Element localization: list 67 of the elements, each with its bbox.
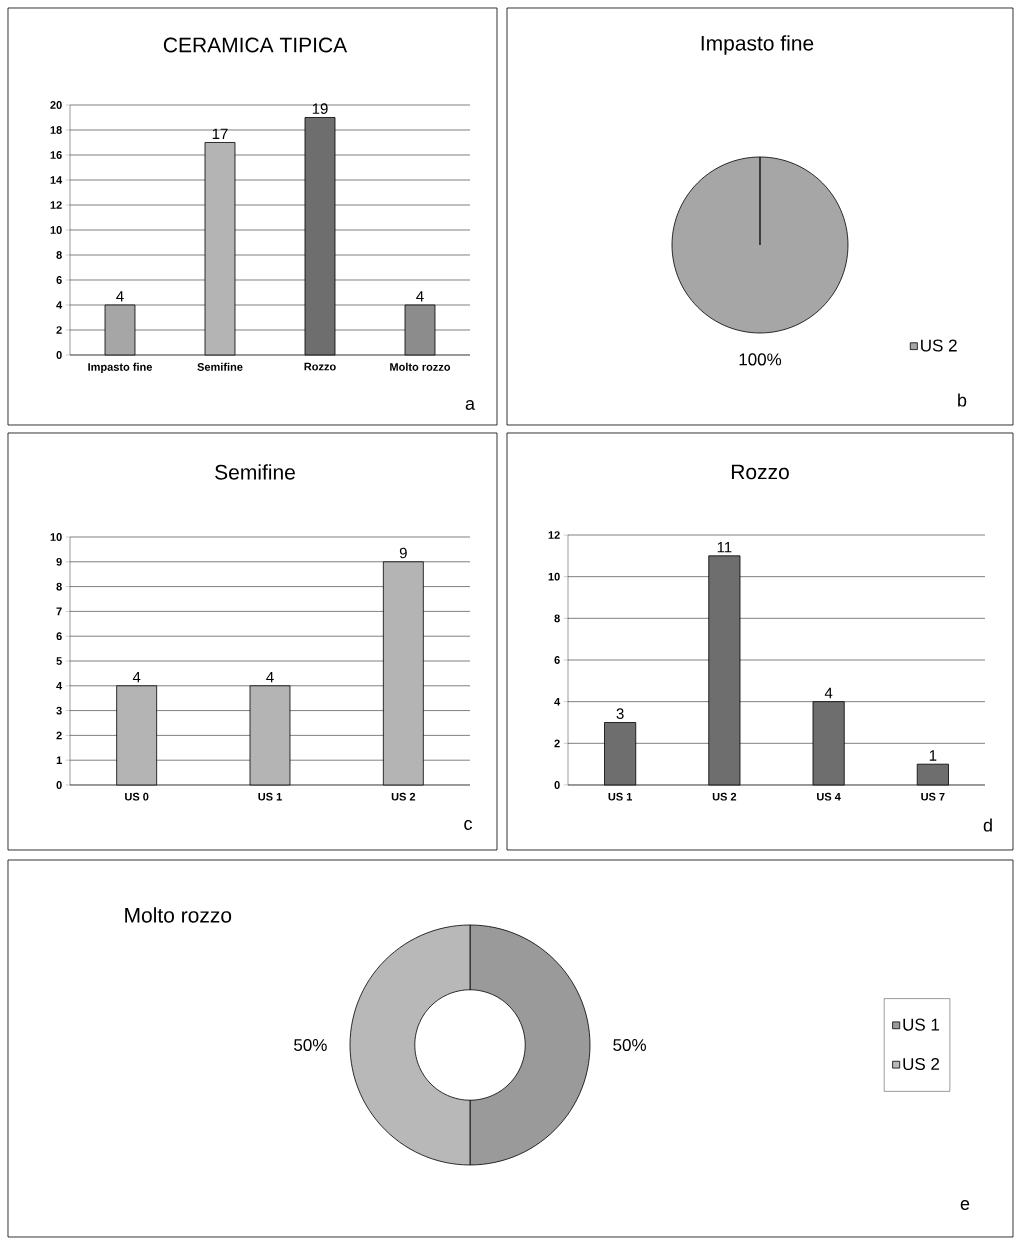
y-tick-label: 4 (56, 301, 63, 309)
data-label: 17 (212, 128, 228, 139)
x-tick-label: US 2 (391, 792, 416, 801)
y-tick-label: 14 (50, 176, 63, 184)
y-tick-label: 8 (554, 614, 560, 623)
data-label: 4 (824, 687, 833, 699)
y-tick-label: 0 (554, 781, 560, 789)
y-tick-label: 6 (56, 276, 62, 284)
data-label: 50% (294, 1038, 327, 1052)
data-label: 3 (616, 708, 624, 719)
text: d (983, 818, 992, 832)
x-tick-label: Impasto fine (88, 362, 153, 374)
y-tick-label: 6 (56, 632, 62, 641)
y-tick-label: 5 (56, 657, 62, 665)
y-tick-label: 8 (56, 582, 62, 591)
y-tick-label: 12 (548, 531, 560, 539)
data-label: 4 (132, 671, 141, 683)
y-tick-label: 1 (56, 756, 62, 764)
y-tick-label: 2 (56, 326, 62, 334)
x-tick-label: US 1 (608, 792, 633, 801)
y-tick-label: 2 (554, 739, 560, 748)
text: c (464, 820, 473, 830)
chart-title: Rozzo (731, 464, 789, 480)
x-tick-label: US 1 (258, 792, 282, 801)
x-tick-label: US 0 (125, 792, 149, 801)
y-tick-label: 4 (56, 682, 63, 690)
y-tick-label: 3 (56, 706, 62, 715)
data-label: 9 (399, 547, 407, 559)
data-label: 11 (717, 541, 732, 553)
y-tick-label: 10 (50, 226, 62, 234)
y-tick-label: 2 (56, 731, 62, 740)
y-tick-label: 9 (56, 557, 62, 566)
text: e (960, 1200, 970, 1210)
x-tick-label: US 4 (817, 792, 841, 801)
legend-label: US 2 (903, 1057, 940, 1071)
x-tick-label: US 7 (921, 792, 945, 801)
chart-title: Impasto fine (701, 35, 814, 55)
y-tick-label: 8 (56, 251, 62, 259)
y-tick-label: 0 (56, 781, 62, 789)
data-label: 100% (739, 353, 782, 366)
data-label: 4 (116, 291, 124, 302)
y-tick-label: 7 (56, 607, 62, 616)
legend-label: US 1 (903, 1018, 940, 1031)
legend-label: US 2 (921, 339, 957, 352)
x-tick-label: Rozzo (304, 362, 336, 371)
y-tick-label: 6 (554, 656, 560, 664)
chart-title: Semifine (215, 464, 295, 480)
text: a (465, 400, 475, 410)
y-tick-label: 12 (50, 201, 62, 209)
data-label: 4 (416, 291, 424, 302)
y-tick-label: 0 (56, 351, 62, 359)
data-label: 50% (613, 1038, 646, 1052)
data-label: 19 (312, 103, 328, 114)
text: b (958, 393, 967, 407)
x-tick-label: Molto rozzo (390, 362, 451, 371)
y-tick-label: 4 (554, 697, 561, 706)
y-tick-label: 18 (50, 126, 62, 134)
data-label: 4 (266, 671, 274, 683)
data-label: 1 (929, 750, 937, 761)
y-tick-label: 10 (50, 533, 62, 541)
chart-title: CERAMICA TIPICA (163, 37, 348, 53)
x-tick-label: Semifine (197, 362, 243, 371)
chart-title: Molto rozzo (125, 907, 232, 923)
y-tick-label: 20 (50, 101, 62, 109)
y-tick-label: 16 (50, 151, 62, 159)
x-tick-label: US 2 (712, 792, 737, 801)
y-tick-label: 10 (548, 572, 560, 581)
